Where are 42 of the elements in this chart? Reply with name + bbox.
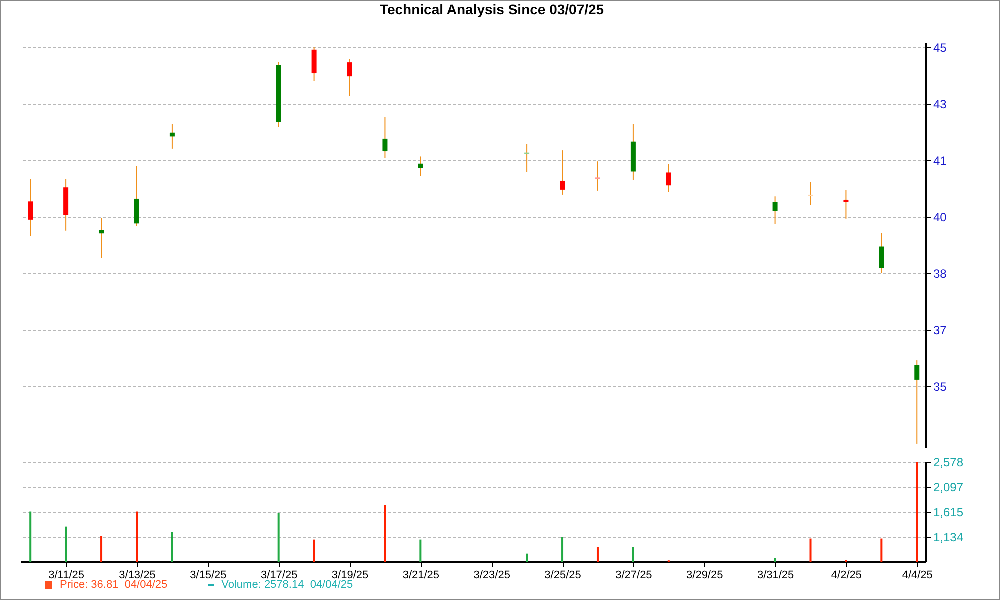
y-tick-label: 41: [934, 154, 948, 168]
y-tick-label: 40: [934, 210, 948, 224]
x-tick-label: 3/17/25: [260, 570, 298, 582]
y-tick-label: 1,134: [934, 530, 964, 545]
candlestick: [879, 232, 884, 274]
x-tick-label: 3/27/25: [616, 570, 652, 582]
x-tick-label: 3/25/25: [544, 570, 582, 582]
candlestick: [772, 196, 778, 225]
candlestick: [28, 178, 34, 237]
candlestick: [418, 156, 424, 177]
y-tick-label: 43: [934, 97, 948, 112]
candlestick: [914, 360, 920, 444]
y-tick-label: 37: [934, 323, 948, 338]
candlestick: [808, 182, 814, 206]
x-tick-label: 3/19/25: [332, 570, 369, 582]
y-tick-label: 1,615: [934, 506, 964, 520]
x-tick-label: 3/29/25: [686, 570, 724, 582]
x-tick-label: 3/31/25: [757, 570, 794, 582]
y-tick-label: 35: [934, 380, 948, 394]
candlestick: [382, 116, 388, 159]
candlestick: [560, 150, 566, 196]
candlestick: [595, 161, 600, 192]
x-tick-label: 3/21/25: [402, 570, 440, 582]
candlestick: [312, 46, 317, 82]
candlestick: [99, 218, 104, 259]
x-tick-label: 3/11/25: [48, 570, 85, 582]
x-tick-label: 3/15/25: [190, 570, 227, 582]
x-tick-label: 4/4/25: [902, 570, 933, 582]
candlestick: [170, 124, 175, 150]
text: Price: 36.81 04/04/25: [60, 579, 168, 591]
candlestick: [666, 164, 672, 193]
x-tick-label: 3/13/25: [119, 570, 156, 582]
text: Volume: 2578.14 04/04/25: [222, 579, 354, 591]
candlestick: [347, 58, 352, 97]
y-tick-label: 38: [934, 266, 948, 281]
y-tick-label: 45: [934, 40, 948, 55]
y-tick-label: 2,578: [934, 456, 964, 470]
y-tick-label: 2,097: [934, 480, 964, 494]
x-tick-label: 3/23/25: [474, 570, 510, 582]
candlestick: [844, 190, 849, 220]
chart-title: Technical Analysis Since 03/07/25: [380, 1, 604, 18]
x-tick-label: 4/2/25: [831, 570, 862, 582]
